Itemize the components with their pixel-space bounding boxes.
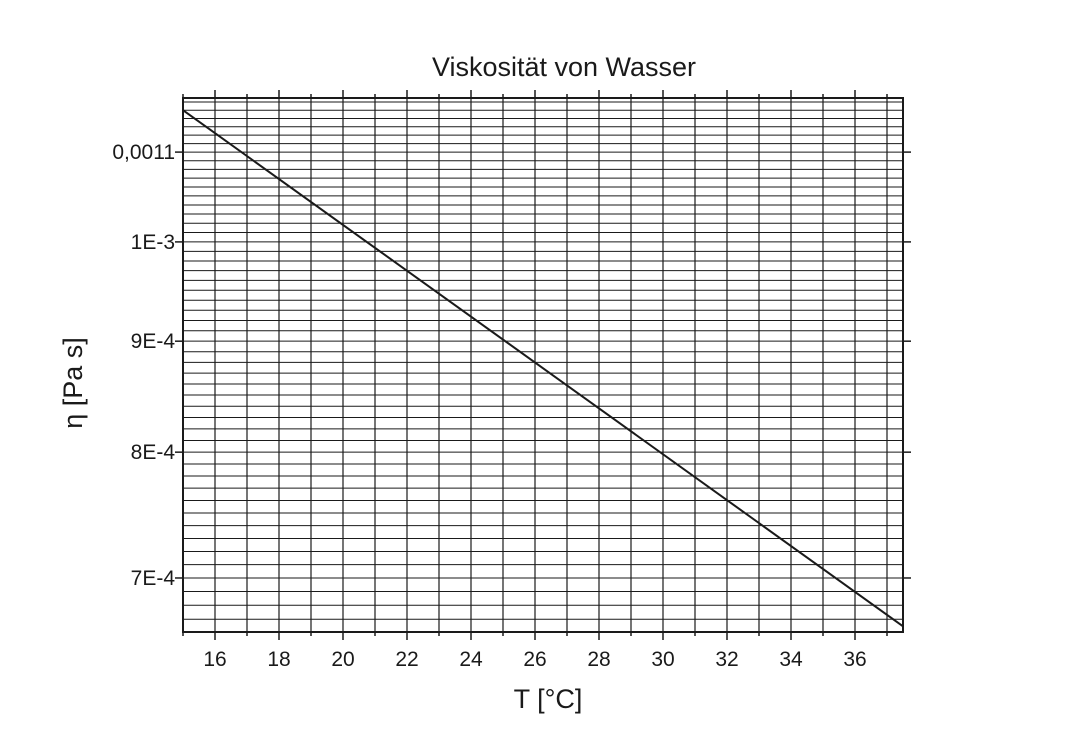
x-tick-label: 18 [267, 648, 290, 671]
y-tick-label: 1E-3 [131, 231, 175, 254]
series-group [182, 109, 904, 628]
y-tick-label: 7E-4 [131, 567, 176, 590]
x-tick-label: 34 [779, 648, 803, 671]
x-tick-label: 26 [523, 648, 546, 671]
x-tick-label: 30 [651, 648, 674, 671]
y-tick-label: 8E-4 [131, 441, 176, 464]
grid [183, 98, 903, 632]
x-tick-label: 16 [203, 648, 226, 671]
axis-ticks [175, 90, 911, 640]
x-tick-label: 22 [395, 648, 418, 671]
x-tick-labels: 16 18 20 22 24 26 28 30 32 34 36 [203, 648, 866, 671]
chart-title: Viskosität von Wasser [432, 52, 696, 82]
x-tick-label: 36 [843, 648, 866, 671]
y-tick-label: 0,0011 [112, 141, 175, 164]
viscosity-line [182, 109, 904, 628]
x-tick-label: 32 [715, 648, 738, 671]
plot-frame [182, 97, 904, 633]
x-tick-label: 20 [331, 648, 354, 671]
y-axis-label: η [Pa s] [58, 337, 88, 429]
y-tick-labels: 0,0011 1E-3 9E-4 8E-4 7E-4 [112, 141, 175, 590]
x-tick-label: 24 [459, 648, 483, 671]
x-axis-label: T [°C] [514, 684, 583, 714]
y-tick-label: 9E-4 [131, 330, 176, 353]
x-tick-label: 28 [587, 648, 610, 671]
